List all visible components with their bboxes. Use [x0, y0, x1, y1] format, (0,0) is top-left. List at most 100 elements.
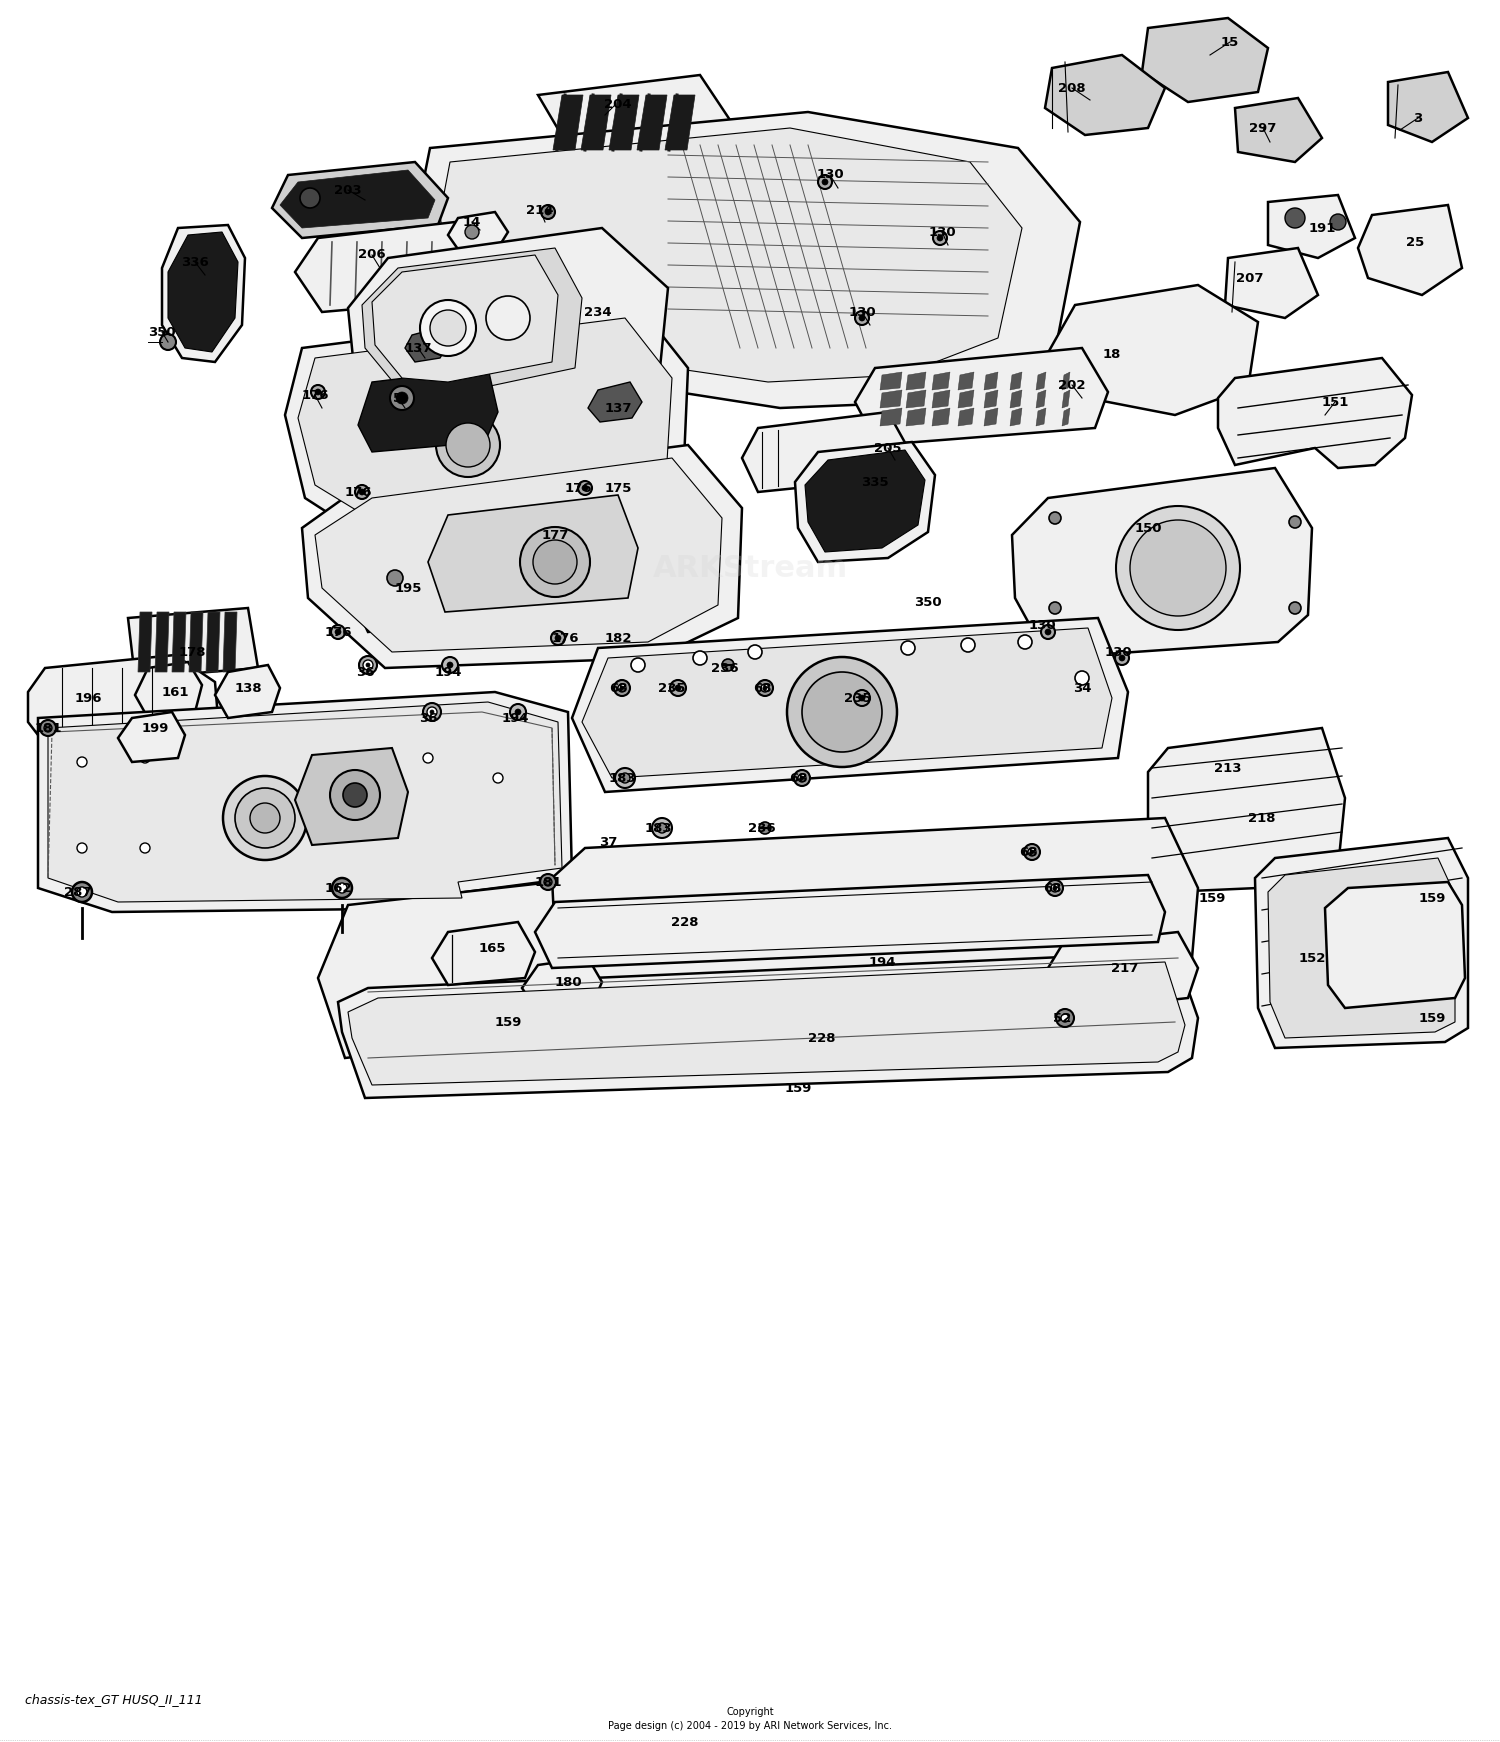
- Circle shape: [620, 773, 630, 782]
- Polygon shape: [880, 373, 902, 390]
- Circle shape: [1130, 521, 1226, 617]
- Text: 151: 151: [1322, 395, 1348, 409]
- Polygon shape: [572, 455, 668, 535]
- Circle shape: [615, 768, 634, 787]
- Circle shape: [76, 758, 87, 766]
- Circle shape: [44, 725, 52, 732]
- Circle shape: [1330, 214, 1346, 230]
- Circle shape: [1076, 671, 1089, 685]
- Text: 287: 287: [64, 885, 92, 899]
- Polygon shape: [906, 390, 926, 408]
- Text: 181: 181: [34, 721, 62, 735]
- Polygon shape: [806, 449, 926, 552]
- Circle shape: [822, 179, 828, 185]
- Circle shape: [436, 413, 500, 477]
- Polygon shape: [432, 922, 536, 984]
- Circle shape: [430, 711, 433, 714]
- Text: 182: 182: [604, 632, 631, 645]
- Text: 180: 180: [554, 976, 582, 988]
- Text: 203: 203: [334, 183, 362, 197]
- Circle shape: [442, 657, 458, 672]
- Text: 183: 183: [608, 772, 636, 784]
- Polygon shape: [206, 611, 220, 672]
- Circle shape: [859, 695, 865, 700]
- Circle shape: [1028, 848, 1036, 855]
- Polygon shape: [28, 655, 218, 747]
- Polygon shape: [1388, 71, 1468, 143]
- Text: 138: 138: [234, 681, 262, 695]
- Circle shape: [330, 770, 380, 820]
- Polygon shape: [522, 958, 602, 1012]
- Circle shape: [544, 878, 552, 887]
- Text: 36: 36: [356, 665, 375, 678]
- Circle shape: [1024, 845, 1039, 861]
- Polygon shape: [1036, 373, 1046, 390]
- Polygon shape: [48, 702, 562, 902]
- Circle shape: [494, 773, 502, 782]
- Text: 68: 68: [753, 681, 771, 695]
- Circle shape: [853, 690, 870, 706]
- Polygon shape: [1046, 56, 1166, 134]
- Text: 213: 213: [1215, 761, 1242, 775]
- Text: 25: 25: [1406, 235, 1423, 249]
- Polygon shape: [742, 413, 908, 491]
- Text: 228: 228: [808, 1031, 836, 1045]
- Circle shape: [800, 775, 804, 780]
- Polygon shape: [503, 509, 578, 568]
- Text: 165: 165: [478, 941, 506, 955]
- Text: 218: 218: [1248, 812, 1275, 824]
- Circle shape: [555, 636, 561, 641]
- Text: 68: 68: [609, 681, 627, 695]
- Polygon shape: [1062, 390, 1070, 408]
- Text: 206: 206: [358, 249, 386, 261]
- Circle shape: [542, 206, 555, 219]
- Polygon shape: [1062, 408, 1070, 427]
- Circle shape: [582, 484, 588, 491]
- Text: 236: 236: [748, 822, 776, 834]
- Polygon shape: [272, 162, 448, 239]
- Polygon shape: [38, 692, 572, 913]
- Polygon shape: [906, 408, 926, 427]
- Text: Page design (c) 2004 - 2019 by ARI Network Services, Inc.: Page design (c) 2004 - 2019 by ARI Netwo…: [608, 1721, 892, 1732]
- Text: 176: 176: [324, 625, 351, 639]
- Circle shape: [76, 843, 87, 854]
- Polygon shape: [1226, 247, 1318, 319]
- Text: 194: 194: [868, 956, 895, 969]
- Text: ARKStream: ARKStream: [652, 554, 847, 582]
- Text: 208: 208: [1058, 82, 1086, 94]
- Text: 68: 68: [1042, 881, 1062, 894]
- Circle shape: [540, 874, 556, 890]
- Circle shape: [1060, 1014, 1070, 1023]
- Circle shape: [1019, 636, 1032, 650]
- Circle shape: [1288, 603, 1300, 613]
- Polygon shape: [296, 221, 490, 312]
- Circle shape: [962, 638, 975, 652]
- Circle shape: [788, 657, 897, 766]
- Polygon shape: [1142, 17, 1268, 103]
- Polygon shape: [1036, 390, 1046, 408]
- Circle shape: [693, 652, 706, 665]
- Text: 176: 176: [302, 388, 328, 401]
- Polygon shape: [880, 390, 902, 408]
- Text: 204: 204: [604, 99, 631, 111]
- Polygon shape: [664, 96, 694, 150]
- Text: 297: 297: [1250, 122, 1276, 134]
- Text: 34: 34: [1072, 681, 1090, 695]
- Polygon shape: [128, 608, 258, 678]
- Circle shape: [344, 782, 368, 807]
- Text: 176: 176: [344, 486, 372, 498]
- Circle shape: [366, 664, 370, 667]
- Text: 235: 235: [844, 692, 871, 704]
- Polygon shape: [1148, 728, 1346, 892]
- Text: 178: 178: [178, 646, 206, 658]
- Circle shape: [758, 679, 772, 697]
- Circle shape: [236, 787, 296, 848]
- Circle shape: [855, 312, 868, 326]
- Text: 68: 68: [1019, 845, 1038, 859]
- Polygon shape: [1324, 881, 1466, 1009]
- Circle shape: [802, 672, 882, 753]
- Circle shape: [1286, 207, 1305, 228]
- Text: chassis-tex_GT HUSQ_II_111: chassis-tex_GT HUSQ_II_111: [26, 1693, 202, 1707]
- Text: 130: 130: [816, 169, 844, 181]
- Polygon shape: [795, 442, 934, 563]
